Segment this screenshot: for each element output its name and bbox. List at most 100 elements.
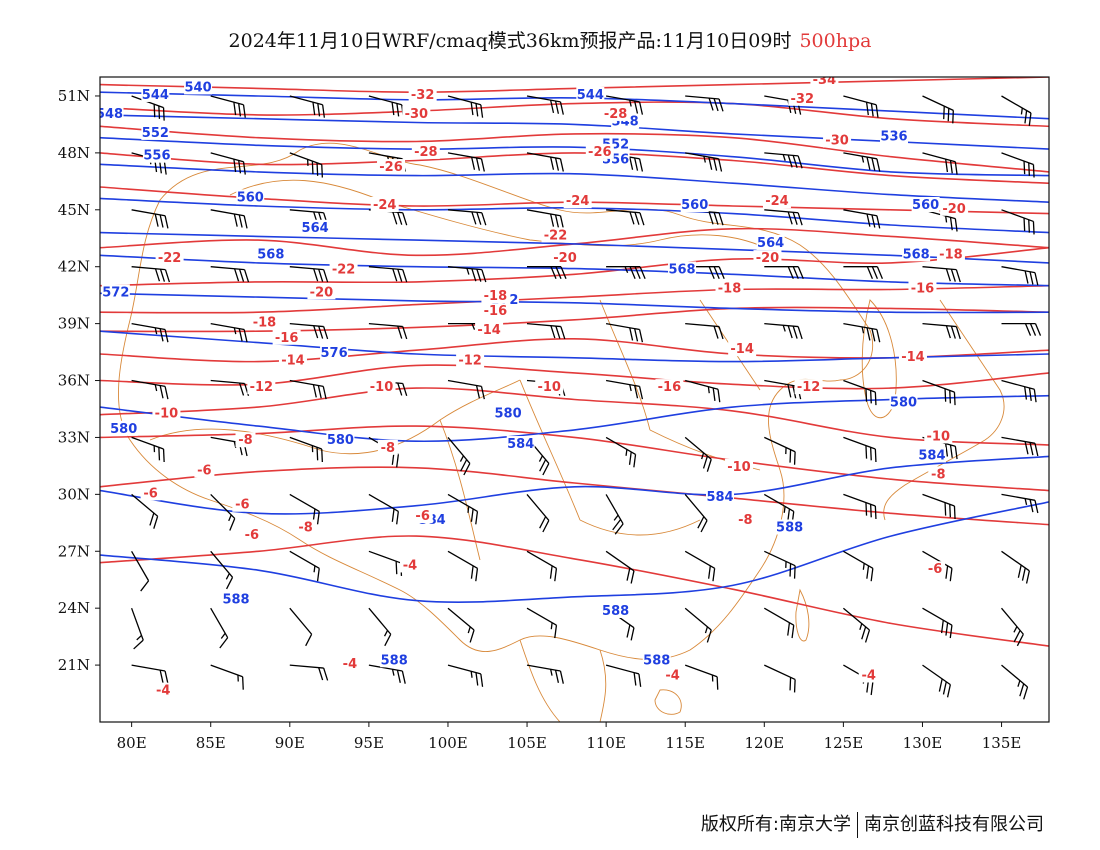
wind-barb bbox=[289, 436, 323, 463]
y-tick-label: 24N bbox=[58, 599, 90, 617]
wind-barb bbox=[605, 322, 644, 343]
japan-outline bbox=[883, 299, 1005, 521]
y-tick-label: 48N bbox=[58, 144, 90, 162]
temperature-contour-label: -6 bbox=[415, 509, 429, 524]
wind-barb bbox=[922, 152, 958, 175]
contour-label-bg bbox=[367, 379, 396, 395]
height-contour-label: 588 bbox=[776, 521, 803, 536]
temperature-contour-label: -10 bbox=[155, 407, 179, 422]
wind-barb bbox=[526, 152, 564, 172]
temperature-contour-label: -20 bbox=[310, 285, 334, 300]
height-contour-label: 540 bbox=[184, 80, 211, 95]
contour-label-bg bbox=[456, 352, 485, 368]
wind-barb bbox=[922, 322, 961, 340]
height-contour-label: 560 bbox=[681, 198, 708, 213]
wind-barb bbox=[606, 266, 646, 279]
contour-label-bg bbox=[481, 303, 510, 319]
wind-barb bbox=[764, 436, 796, 465]
temperature-contour-line bbox=[100, 284, 1049, 314]
wind-barb bbox=[1001, 607, 1024, 647]
wind-barb bbox=[131, 436, 165, 463]
wind-barb bbox=[526, 493, 550, 533]
wind-barb bbox=[131, 664, 169, 684]
contour-label-bg bbox=[662, 667, 683, 683]
wind-barb bbox=[684, 493, 708, 533]
y-tick-label: 27N bbox=[58, 542, 90, 560]
temperature-contour-line bbox=[100, 364, 1049, 390]
wind-barb bbox=[526, 322, 566, 340]
contour-label-bg bbox=[141, 86, 170, 102]
contour-label-bg bbox=[858, 667, 879, 683]
x-tick-label: 85E bbox=[196, 734, 226, 752]
wind-barb bbox=[447, 95, 484, 118]
contour-label-bg bbox=[272, 329, 301, 345]
contour-label-bg bbox=[241, 527, 262, 543]
contour-label-bg bbox=[908, 280, 937, 296]
temperature-contour-label: -6 bbox=[245, 528, 259, 543]
contour-label-bg bbox=[928, 466, 949, 482]
height-contour-label: 560 bbox=[912, 198, 939, 213]
temperature-contour-label: -30 bbox=[825, 134, 849, 149]
x-tick-label: 100E bbox=[428, 734, 468, 752]
height-contour-line bbox=[100, 455, 1049, 515]
wind-barb bbox=[447, 436, 471, 476]
temperature-contour-line bbox=[100, 306, 1049, 333]
wind-barb bbox=[210, 266, 250, 283]
contour-label-bg bbox=[735, 511, 756, 527]
x-axis-ticks: 80E 85E 90E 95E 100E 105E 110E 115E 120E 125E 130E… bbox=[117, 722, 1021, 752]
contour-label-bg bbox=[222, 591, 251, 607]
wind-barb bbox=[447, 209, 487, 226]
wind-barb bbox=[210, 152, 246, 175]
temperature-contour-label: -4 bbox=[343, 657, 357, 672]
contour-label-bg bbox=[494, 405, 523, 421]
height-contour-label: 568 bbox=[257, 247, 284, 262]
wind-barb bbox=[605, 379, 644, 400]
temperature-contour-label: -6 bbox=[928, 562, 942, 577]
contour-label-bg bbox=[668, 261, 697, 277]
height-contour-line bbox=[100, 254, 1049, 287]
contour-label-bg bbox=[601, 602, 630, 618]
wind-barb bbox=[1001, 550, 1030, 584]
wind-barb bbox=[447, 493, 479, 525]
wind-barb bbox=[843, 209, 881, 229]
contour-label-bg bbox=[307, 284, 336, 300]
wind-barb bbox=[368, 607, 392, 647]
height-contour-line bbox=[100, 501, 1049, 603]
contour-label-bg bbox=[535, 379, 564, 395]
contour-label-bg bbox=[506, 436, 535, 452]
y-tick-label: 39N bbox=[58, 315, 90, 333]
wind-barb bbox=[1001, 322, 1042, 336]
temperature-contour-label: -8 bbox=[238, 433, 252, 448]
title-level: 500hpa bbox=[799, 30, 872, 52]
temperature-contour-label: -14 bbox=[901, 350, 925, 365]
wind-barb bbox=[685, 95, 724, 112]
wind-barb bbox=[289, 266, 329, 283]
wind-barb bbox=[843, 550, 874, 582]
wind-barb bbox=[843, 322, 881, 343]
wind-barb bbox=[447, 379, 485, 400]
wind-barb bbox=[289, 550, 320, 582]
temperature-contour-label: -20 bbox=[942, 202, 966, 217]
height-contour-label: 580 bbox=[327, 433, 354, 448]
contour-label-bg bbox=[898, 348, 927, 364]
wind-barb bbox=[843, 152, 881, 172]
height-contour-line bbox=[100, 136, 1049, 177]
temperature-contour-label: -22 bbox=[544, 228, 568, 243]
wind-barb bbox=[605, 95, 644, 115]
copyright-left: 版权所有:南京大学 bbox=[700, 814, 851, 835]
wind-barb bbox=[684, 664, 719, 690]
mongolia-border bbox=[229, 179, 771, 251]
wind-barb bbox=[447, 664, 484, 687]
contour-label-bg bbox=[940, 200, 969, 216]
x-tick-label: 110E bbox=[586, 734, 626, 752]
temperature-contour-label: -4 bbox=[156, 684, 170, 699]
wind-barb bbox=[1001, 436, 1039, 457]
temperature-contour-label: -18 bbox=[718, 281, 742, 296]
temperature-contour-label: -12 bbox=[797, 380, 821, 395]
wind-barb bbox=[289, 95, 326, 118]
wind-barb bbox=[526, 607, 558, 639]
contour-label-bg bbox=[775, 519, 804, 535]
wind-barb bbox=[368, 664, 406, 684]
wind-barb bbox=[922, 95, 954, 124]
wind-barb bbox=[131, 266, 171, 283]
